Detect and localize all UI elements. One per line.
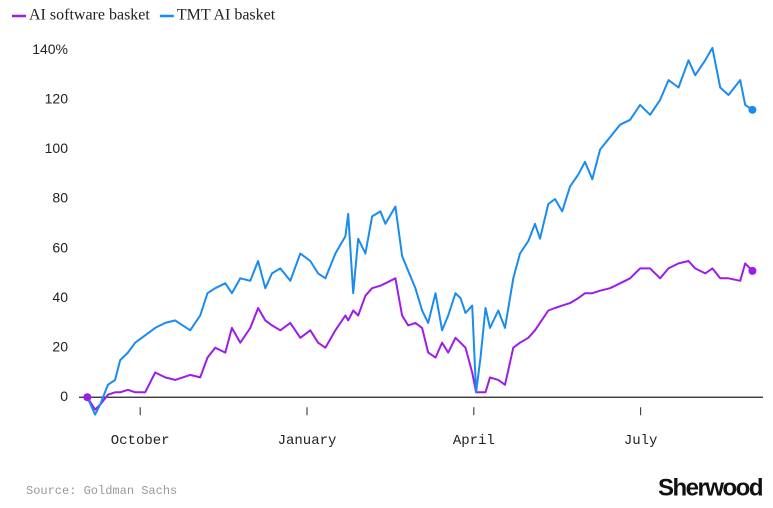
y-tick-label: 80 — [52, 190, 68, 206]
y-tick-label: 20 — [52, 338, 68, 354]
y-tick-label: 100 — [45, 140, 69, 156]
x-tick-label: July — [624, 433, 658, 449]
y-tick-label: 0 — [60, 388, 68, 404]
series-line — [86, 260, 754, 411]
x-tick-label: April — [453, 433, 495, 449]
end-dot — [748, 105, 757, 114]
y-tick-label: 120 — [45, 91, 69, 107]
legend-label: TMT AI basket — [177, 7, 276, 24]
brand-logo: Sherwood — [658, 474, 763, 501]
source-note: Source: Goldman Sachs — [26, 484, 177, 498]
y-tick-label: 140% — [32, 41, 68, 57]
y-tick-label: 60 — [52, 239, 68, 255]
x-tick-label: January — [278, 433, 337, 449]
start-dot — [83, 393, 92, 402]
y-tick-label: 40 — [52, 289, 68, 305]
legend-label: AI software basket — [29, 7, 150, 24]
series-line — [86, 46, 753, 416]
x-tick-label: October — [111, 433, 170, 449]
end-dot — [748, 266, 757, 275]
